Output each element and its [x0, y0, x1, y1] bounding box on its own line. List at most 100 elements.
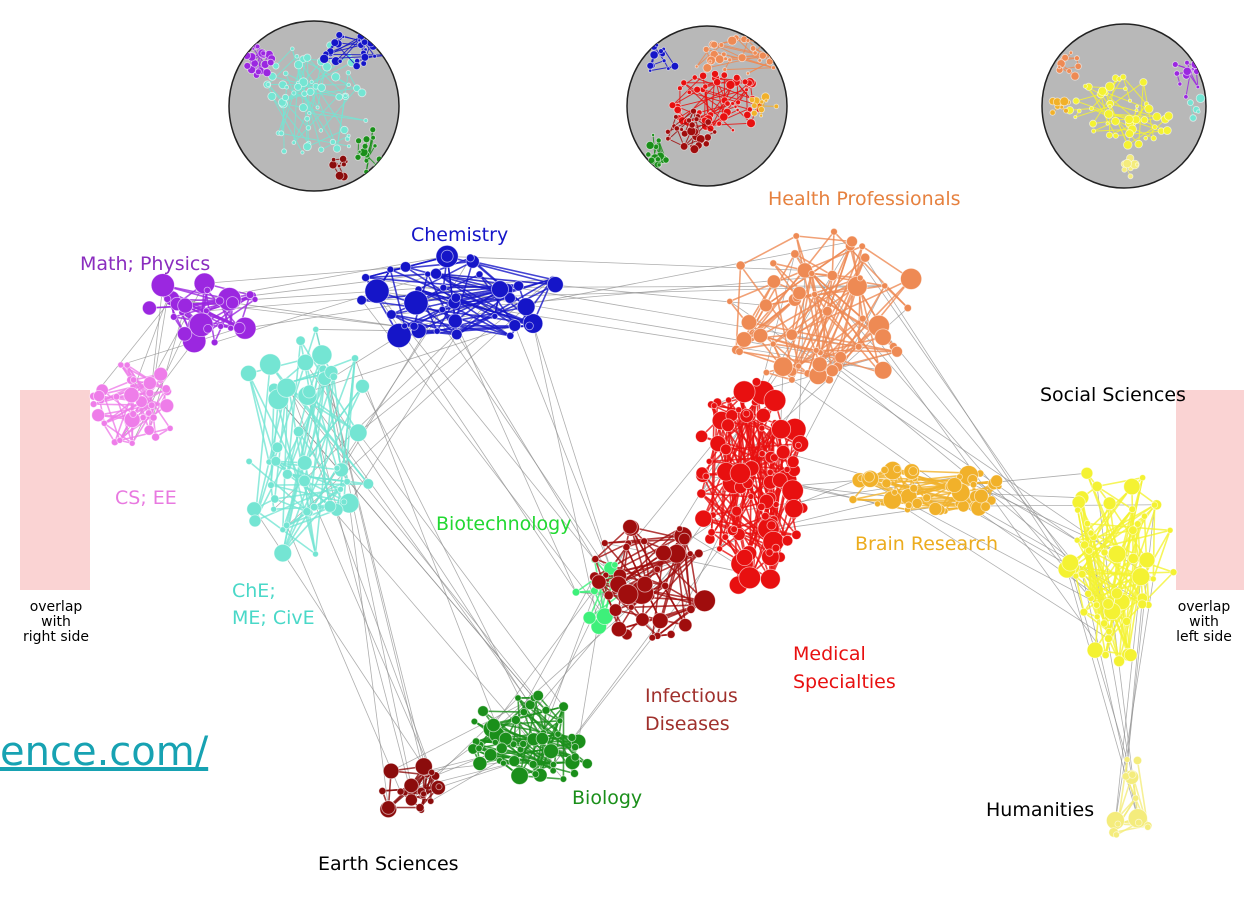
node-infectious_diseases [627, 603, 635, 611]
globe-node-social_sciences [1164, 111, 1174, 121]
globe-node-social_sciences [1123, 86, 1128, 91]
globe-node-che_me_cive [298, 77, 309, 87]
node-chemistry [450, 292, 461, 303]
node-medical_specialties [705, 457, 713, 465]
network-edge [748, 321, 898, 353]
globe-node-medical_specialties [691, 74, 698, 81]
node-social_sciences [1149, 575, 1157, 583]
globe-node-health_professionals [758, 51, 767, 60]
node-earth_sciences [428, 768, 436, 776]
network-edge [280, 92, 295, 134]
node-social_sciences [1080, 466, 1094, 480]
label-brain-research: Brain Research [855, 533, 999, 555]
node-social_sciences [1085, 546, 1094, 555]
node-infectious_diseases [608, 603, 623, 617]
globe-node-che_me_cive [267, 91, 277, 101]
globe-node-infectious_diseases [689, 144, 700, 154]
network-edge [552, 706, 565, 771]
node-math_physics [245, 290, 255, 300]
network-edge [286, 378, 326, 475]
globe-node-brain_research [764, 98, 769, 103]
network-edge [1102, 90, 1150, 110]
node-che_me_cive [295, 335, 306, 346]
node-brain_research [990, 474, 1003, 488]
node-cs_ee [91, 408, 106, 423]
globe-node-che_me_cive [298, 103, 308, 113]
globe-node-che_me_cive [302, 142, 312, 152]
network-edge [120, 327, 240, 366]
network-edge [306, 118, 310, 144]
node-brain_research [874, 500, 881, 508]
node-health_professionals [856, 274, 864, 282]
network-edge [1127, 576, 1142, 655]
overlap-box-left [20, 390, 90, 590]
network-edge [729, 245, 863, 303]
network-edge [435, 273, 516, 327]
network-edge [354, 358, 497, 724]
node-math_physics [215, 296, 225, 306]
globe-node-math_physics [1190, 59, 1201, 69]
website-link[interactable]: ence.com/ [0, 729, 209, 775]
globe-node-chemistry [386, 51, 394, 59]
globe-node-infectious_diseases [688, 121, 696, 129]
node-social_sciences [1131, 567, 1151, 586]
globe-node-infectious_diseases [673, 125, 680, 132]
node-medical_specialties [730, 525, 738, 533]
globe-node-health_professionals [702, 46, 710, 53]
globe-node-earth_sciences [334, 170, 345, 181]
network-edge [365, 272, 437, 279]
globe-node-che_me_cive [294, 53, 300, 59]
node-che_me_cive [350, 354, 359, 363]
network-edge [1092, 76, 1124, 124]
node-chemistry [504, 292, 516, 304]
node-health_professionals [854, 342, 863, 351]
network-edge [1096, 558, 1134, 618]
network-edge [811, 272, 884, 371]
node-che_me_cive [302, 507, 312, 517]
node-cs_ee [166, 424, 174, 432]
node-brain_research [911, 497, 923, 509]
node-chemistry [465, 253, 475, 263]
node-humanities [1127, 808, 1148, 829]
network-edge [304, 93, 322, 131]
label-specialties: Specialties [793, 671, 896, 693]
network-edge [884, 285, 909, 309]
globe-node-brain_research [1059, 96, 1070, 107]
globe-node-earth_sciences [330, 157, 337, 163]
network-edge [304, 362, 338, 469]
overlap-right-line2: with [1189, 614, 1219, 630]
node-earth_sciences [435, 783, 443, 791]
node-biology [559, 775, 568, 783]
node-biology [519, 707, 528, 717]
globe-node-health_professionals [752, 50, 758, 56]
network-edge [339, 40, 360, 62]
node-health_professionals [769, 340, 777, 348]
globe-node-earth_sciences [339, 154, 348, 163]
network-edge [702, 89, 758, 106]
network-edge [281, 132, 349, 147]
node-social_sciences [1110, 587, 1123, 600]
node-che_me_cive [279, 526, 287, 534]
node-social_sciences [1139, 474, 1147, 482]
globe-node-chemistry [661, 58, 667, 63]
node-health_professionals [735, 331, 753, 348]
node-infectious_diseases [694, 548, 704, 559]
node-biology [558, 701, 569, 712]
network-edge [831, 231, 835, 276]
node-medical_specialties [707, 528, 716, 537]
node-medical_specialties [758, 424, 766, 432]
node-chemistry [439, 283, 448, 292]
node-che_me_cive [340, 498, 348, 506]
network-edge [348, 334, 458, 504]
globe-node-math_physics [267, 58, 275, 67]
network-edge [816, 349, 897, 353]
node-infectious_diseases [602, 571, 610, 579]
globe-node-social_sciences [1150, 135, 1157, 142]
network-edge [315, 329, 432, 802]
globe-node-health_professionals [757, 58, 762, 63]
globe-node-social_sciences [1111, 116, 1120, 126]
node-health_professionals [735, 260, 746, 271]
node-medical_specialties [721, 533, 729, 541]
node-biology [475, 744, 483, 753]
